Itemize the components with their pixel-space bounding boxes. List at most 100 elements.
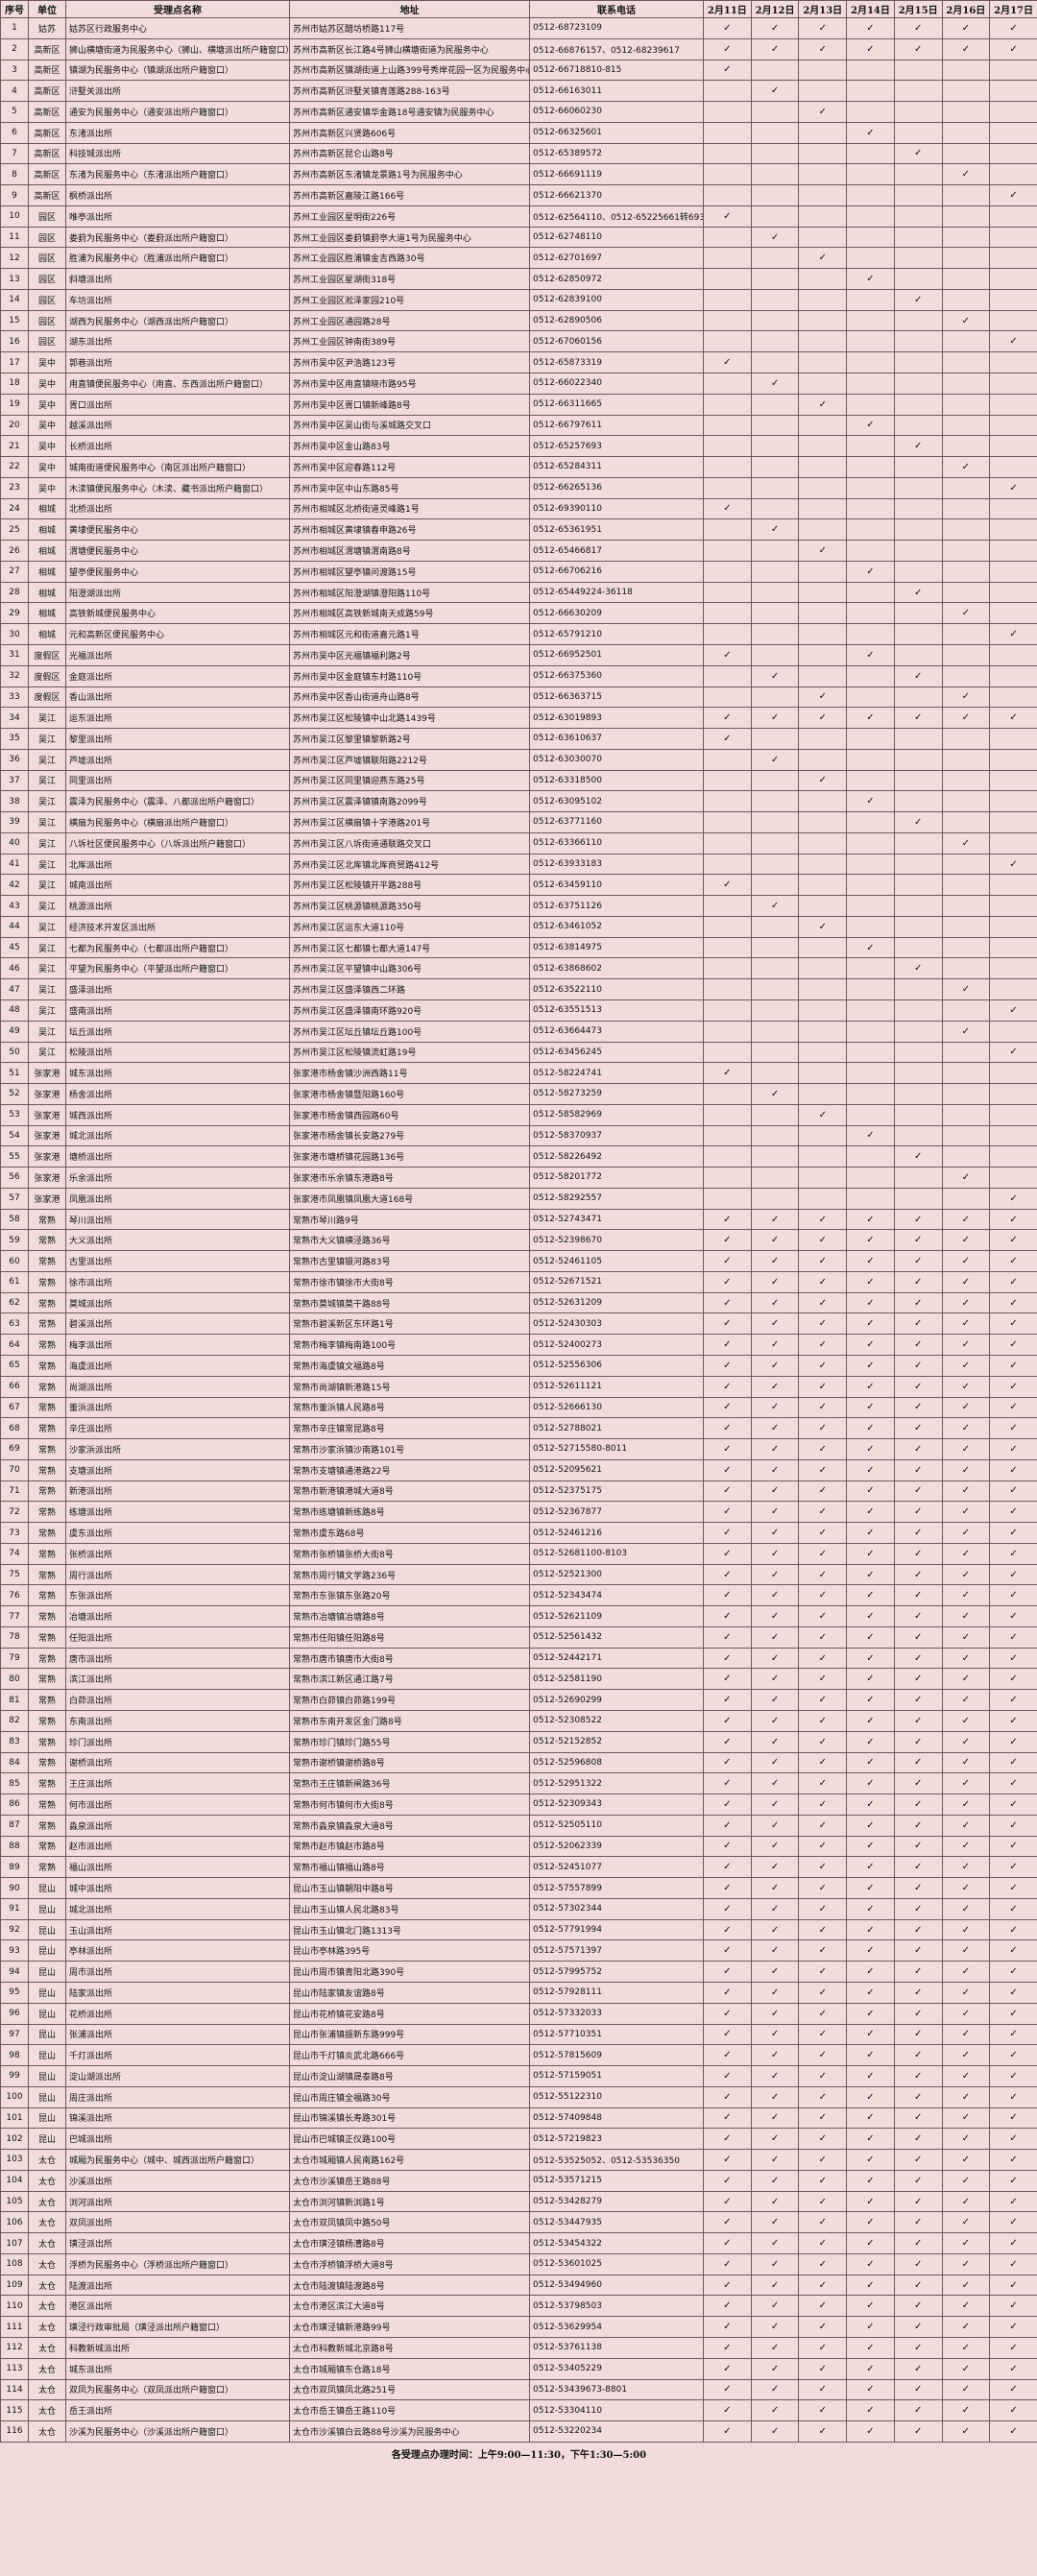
table-cell: 0512-63868602 — [529, 957, 704, 980]
table-cell: 65 — [0, 1355, 29, 1377]
check-cell: ✓ — [846, 1355, 895, 1377]
table-cell: 0512-52581190 — [529, 1668, 704, 1691]
table-cell: 城南派出所 — [65, 874, 290, 897]
check-cell — [798, 121, 848, 144]
check-cell: ✓ — [703, 2420, 752, 2443]
check-cell: ✓ — [846, 2252, 895, 2275]
table-cell: 89 — [0, 1856, 29, 1879]
table-cell: 27 — [0, 560, 29, 583]
table-cell: 苏州市吴江区桃源镇桃源路350号 — [289, 895, 530, 917]
check-cell — [798, 142, 848, 165]
check-cell: ✓ — [798, 1250, 848, 1272]
check-cell: ✓ — [750, 2169, 800, 2192]
check-cell — [703, 978, 752, 1000]
check-cell: ✓ — [798, 1458, 848, 1481]
check-cell: ✓ — [703, 37, 752, 60]
check-cell — [846, 226, 895, 249]
check-cell: ✓ — [893, 1689, 943, 1712]
table-cell: 苏州市吴江区平望镇中山路306号 — [289, 957, 530, 980]
check-cell: ✓ — [989, 2252, 1037, 2275]
check-cell: ✓ — [703, 728, 752, 750]
check-cell: ✓ — [703, 2107, 752, 2130]
check-cell: ✓ — [941, 1563, 991, 1586]
check-cell: ✓ — [798, 769, 848, 792]
table-cell: 11 — [0, 226, 29, 249]
check-cell: ✓ — [750, 80, 800, 103]
check-cell — [989, 497, 1037, 520]
check-cell: ✓ — [750, 1897, 800, 1920]
check-cell: ✓ — [846, 1334, 895, 1356]
check-cell — [941, 1041, 991, 1064]
table-row: 30 相城 元和高新区便民服务中心 苏州市相城区元和街道嘉元路1号 0512-65791… — [0, 623, 1037, 645]
check-cell — [989, 1062, 1037, 1085]
header-row: 序号 单位 受理点名称 地址 联系电话 2月11日 2月12日 2月13日 2月14日 2月15日… — [0, 0, 1037, 18]
check-cell — [750, 309, 800, 332]
check-cell — [750, 121, 800, 144]
check-cell — [798, 414, 848, 437]
table-cell: 尚湖派出所 — [65, 1375, 290, 1398]
check-cell: ✓ — [941, 1480, 991, 1503]
table-cell: 白茆派出所 — [65, 1689, 290, 1712]
table-cell: 亭林派出所 — [65, 1939, 290, 1962]
check-cell — [798, 831, 848, 855]
check-cell: ✓ — [846, 1480, 895, 1503]
table-row: 59 常熟 大义派出所 常熟市大义镇横泾路36号 0512-52398670 ✓ ✓ ✓ ✓ ✓ ✓… — [0, 1229, 1037, 1252]
check-cell — [798, 288, 848, 311]
table-cell: 0512-63095102 — [529, 790, 704, 813]
table-cell: 苏州市高新区长江路4号狮山横塘街道为民服务中心 — [289, 37, 530, 60]
check-cell — [703, 748, 752, 771]
table-cell: 沙溪派出所 — [65, 2169, 290, 2192]
table-cell: 35 — [0, 728, 29, 750]
table-cell: 0512-52611121 — [529, 1375, 704, 1398]
check-cell — [941, 957, 991, 980]
check-cell: ✓ — [798, 1794, 848, 1816]
check-cell — [798, 309, 848, 332]
check-cell — [989, 1124, 1037, 1147]
check-cell: ✓ — [798, 1103, 848, 1126]
table-cell: 张家港市杨舍镇沙洲西路11号 — [289, 1062, 530, 1085]
check-cell: ✓ — [750, 1794, 800, 1816]
table-row: 1 姑苏 姑苏区行政服务中心 苏州市姑苏区醋坊桥路117号 0512-68723109 ✓… — [0, 17, 1037, 39]
check-cell — [893, 121, 943, 144]
table-cell: 0512-58201772 — [529, 1167, 704, 1189]
check-cell: ✓ — [798, 2420, 848, 2443]
table-cell: 常熟 — [28, 1312, 66, 1336]
check-cell: ✓ — [703, 1563, 752, 1586]
check-cell: ✓ — [989, 476, 1037, 499]
check-cell: ✓ — [798, 2065, 848, 2087]
table-cell: 张家港市凤凰镇凤凰大道168号 — [289, 1187, 530, 1210]
table-cell: 城东派出所 — [65, 2357, 290, 2380]
check-cell: ✓ — [989, 1250, 1037, 1272]
header-cell: 2月11日 — [703, 0, 752, 18]
check-cell — [846, 393, 895, 416]
check-cell — [893, 268, 943, 290]
table-cell: 21 — [0, 435, 29, 458]
check-cell: ✓ — [703, 1312, 752, 1336]
check-cell: ✓ — [989, 330, 1037, 353]
table-cell: 48 — [0, 999, 29, 1022]
table-cell: 0512-52671521 — [529, 1270, 704, 1293]
check-cell — [941, 373, 991, 395]
table-cell: 0512-65361951 — [529, 518, 704, 542]
table-row: 17 吴中 郭巷派出所 苏州市吴中区尹浩路123号 0512-65873319 ✓ — [0, 351, 1037, 374]
table-cell: 练塘派出所 — [65, 1501, 290, 1524]
check-cell — [846, 80, 895, 103]
table-cell: 0512-63318500 — [529, 769, 704, 792]
table-cell: 0512-63019893 — [529, 707, 704, 730]
check-cell: ✓ — [798, 2357, 848, 2380]
table-cell: 85 — [0, 1772, 29, 1795]
check-cell: ✓ — [703, 1897, 752, 1920]
header-cell: 2月15日 — [893, 0, 943, 18]
check-cell — [893, 163, 943, 186]
check-cell: ✓ — [798, 2023, 848, 2046]
table-row: 100 昆山 周庄派出所 昆山市周庄镇全福路30号 0512-55122310 ✓ ✓ ✓ ✓ ✓… — [0, 2085, 1037, 2108]
check-cell — [703, 957, 752, 980]
table-cell: 0512-65284311 — [529, 456, 704, 478]
check-cell: ✓ — [989, 1501, 1037, 1524]
check-cell — [703, 80, 752, 103]
check-cell: ✓ — [941, 2336, 991, 2359]
check-cell: ✓ — [989, 1334, 1037, 1356]
check-cell — [846, 101, 895, 123]
check-cell: ✓ — [989, 1270, 1037, 1293]
table-cell: 吴江 — [28, 748, 66, 771]
